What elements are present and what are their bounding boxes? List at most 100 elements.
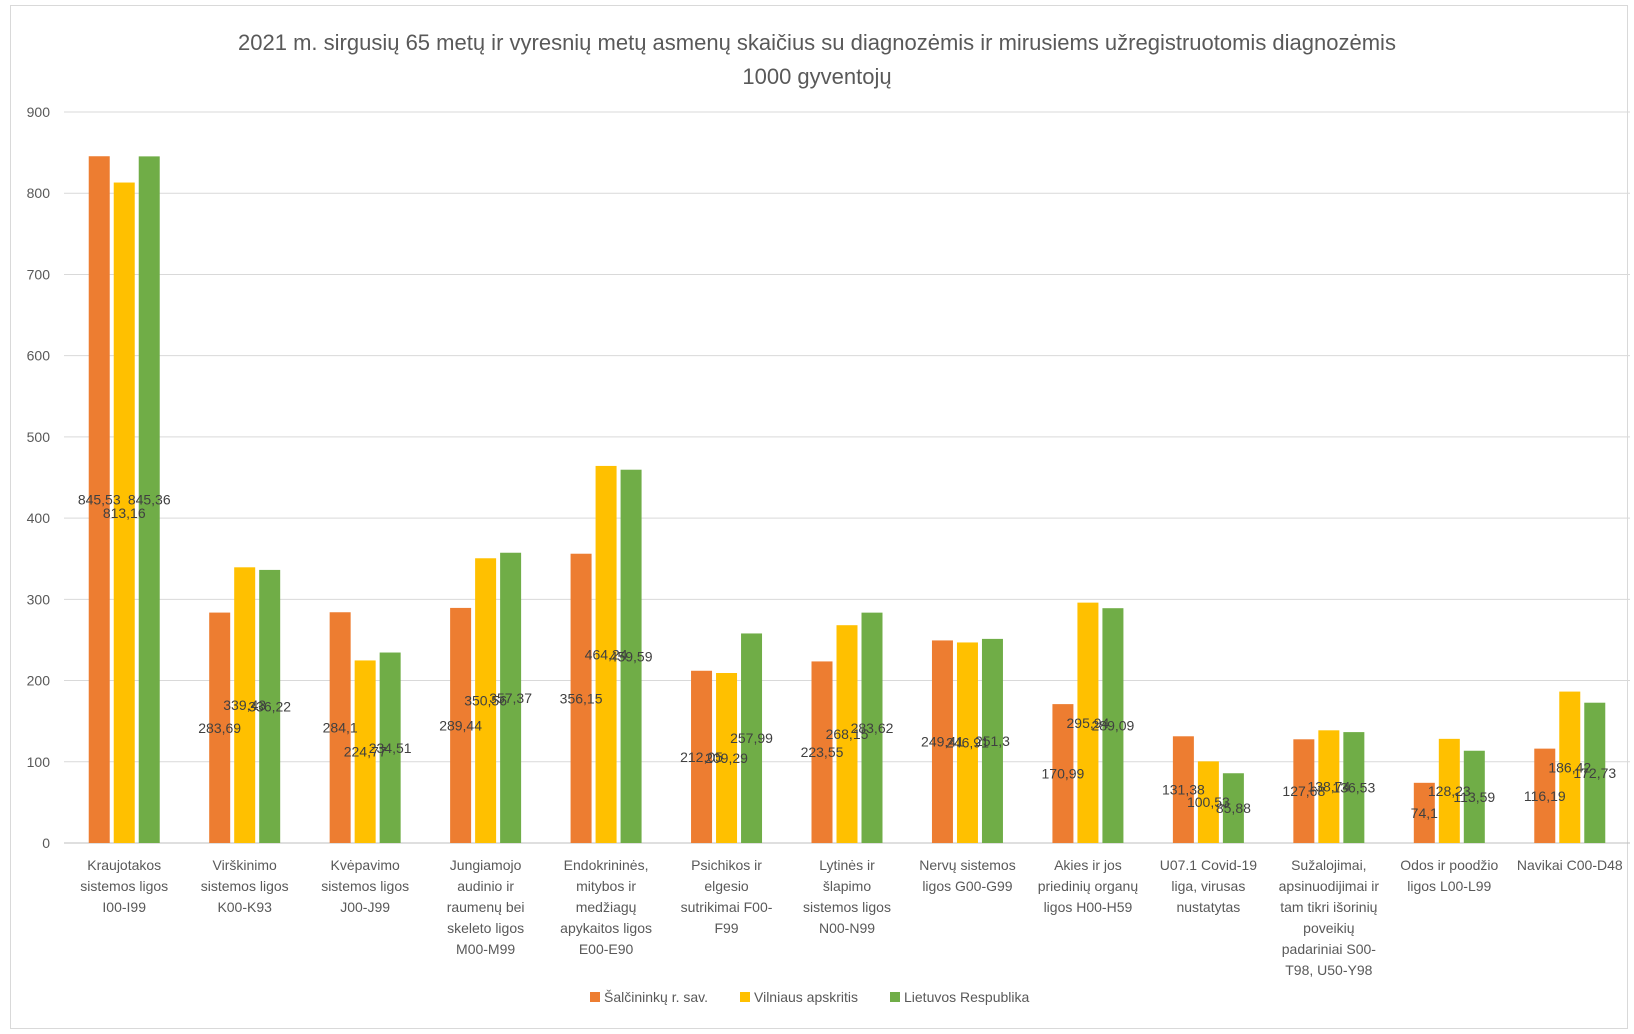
bar	[981, 638, 1003, 843]
bar	[836, 625, 858, 843]
bar	[1463, 750, 1485, 843]
category-label-line: Nervų sistemos	[919, 857, 1015, 873]
category-label: Navikai C00-D48	[1517, 857, 1623, 873]
data-label: 357,37	[489, 690, 532, 706]
data-label: 212,05	[680, 749, 723, 765]
bar	[1052, 704, 1074, 843]
category-label-line: Akies ir jos	[1054, 857, 1122, 873]
data-label: 251,3	[975, 733, 1010, 749]
data-label: 234,51	[369, 740, 412, 756]
category-label-line: Kraujotakos	[87, 857, 161, 873]
chart-title: 2021 m. sirgusių 65 metų ir vyresnių met…	[0, 26, 1634, 94]
bar	[88, 156, 110, 843]
category-label-line: šlapimo	[823, 878, 871, 894]
category-label: Akies ir jos priedinių organų ligos H00-H5…	[1038, 857, 1139, 915]
category-label-line: raumenų bei	[447, 899, 525, 915]
chart-title-line: 2021 m. sirgusių 65 metų ir vyresnių met…	[238, 30, 1396, 55]
data-label: 186,42	[1548, 759, 1591, 775]
bar	[354, 660, 376, 843]
category-label-line: F99	[714, 920, 738, 936]
bar	[1222, 773, 1244, 843]
category-label-line: audinio ir	[457, 878, 514, 894]
category-label-line: N00-N99	[819, 920, 875, 936]
category-label-line: apsinuodijimai ir	[1279, 878, 1380, 894]
bar	[1534, 748, 1556, 843]
bar	[1293, 739, 1315, 843]
category-label: Kraujotakos sistemos ligos I00-I99	[80, 857, 168, 915]
bar	[1413, 782, 1435, 843]
category-label: U07.1 Covid-19 liga, virusas nustatytas	[1160, 857, 1257, 915]
category-label-line: Odos ir poodžio	[1400, 857, 1498, 873]
y-tick-label: 900	[27, 104, 51, 120]
data-label: 289,44	[439, 717, 482, 733]
data-label: 138,74	[1307, 779, 1350, 795]
category-label-line: priedinių organų	[1038, 878, 1139, 894]
chart-frame	[10, 5, 1628, 1029]
y-tick-label: 600	[27, 348, 51, 364]
legend-label: Šalčininkų r. sav.	[604, 989, 708, 1005]
category-label-line: elgesio	[704, 878, 749, 894]
data-label: 249,41	[921, 734, 964, 750]
bar	[475, 558, 497, 843]
category-label-line: liga, virusas	[1171, 878, 1245, 894]
data-label: 295,94	[1067, 715, 1110, 731]
bar	[138, 156, 160, 843]
category-label: Endokrininės, mitybos ir medžiagų apykaitos…	[560, 857, 652, 957]
category-label-line: Endokrininės,	[564, 857, 649, 873]
bar	[1318, 730, 1340, 843]
category-label: Nervų sistemos ligos G00-G99	[919, 857, 1015, 894]
bar	[259, 569, 281, 843]
bar	[209, 612, 231, 843]
category-label-line: sistemos ligos	[321, 878, 409, 894]
data-label: 131,38	[1162, 782, 1205, 798]
bar	[1343, 732, 1365, 843]
bar	[1584, 702, 1606, 843]
bar	[1077, 602, 1099, 843]
category-label-line: sutrikimai F00-	[681, 899, 773, 915]
data-label: 336,22	[248, 698, 291, 714]
category-label: Odos ir poodžio ligos L00-L99	[1400, 857, 1498, 894]
y-tick-label: 400	[27, 510, 51, 526]
category-label-line: M00-M99	[456, 941, 515, 957]
category-label-line: K00-K93	[217, 899, 272, 915]
data-label: 136,53	[1332, 780, 1375, 796]
category-label-line: Jungiamojo	[450, 857, 522, 873]
bar	[1197, 761, 1219, 843]
legend-swatch	[890, 992, 900, 1002]
bar	[234, 567, 256, 843]
bar	[1559, 691, 1581, 843]
y-tick-label: 800	[27, 185, 51, 201]
legend-swatch	[740, 992, 750, 1002]
data-label: 100,53	[1187, 794, 1230, 810]
bar	[931, 640, 953, 843]
category-label-line: sistemos ligos	[80, 878, 168, 894]
bar	[956, 642, 978, 843]
data-label: 74,1	[1411, 805, 1438, 821]
bar	[620, 469, 642, 843]
bar	[741, 633, 763, 843]
category-label: Psichikos ir elgesio sutrikimai F00- F99	[681, 857, 773, 936]
category-label-line: E00-E90	[579, 941, 634, 957]
bar	[379, 652, 401, 843]
data-label: 116,19	[1524, 788, 1566, 804]
bar	[113, 182, 135, 843]
data-label: 356,15	[560, 690, 603, 706]
data-label: 85,88	[1216, 800, 1251, 816]
y-tick-label: 0	[42, 835, 50, 851]
category-label-line: Psichikos ir	[691, 857, 762, 873]
data-label: 283,62	[851, 720, 894, 736]
category-label-line: U07.1 Covid-19	[1160, 857, 1257, 873]
bar	[861, 612, 883, 843]
bar	[595, 465, 617, 843]
data-label: 128,23	[1428, 783, 1471, 799]
data-label: 257,99	[730, 730, 773, 746]
bar	[450, 607, 472, 843]
bar	[1172, 736, 1194, 843]
category-label-line: T98, U50-Y98	[1285, 962, 1372, 978]
category-label-line: J00-J99	[340, 899, 390, 915]
category-label-line: apykaitos ligos	[560, 920, 652, 936]
data-label: 289,09	[1092, 718, 1135, 734]
data-label: 464,24	[585, 646, 628, 662]
bar	[691, 670, 713, 843]
